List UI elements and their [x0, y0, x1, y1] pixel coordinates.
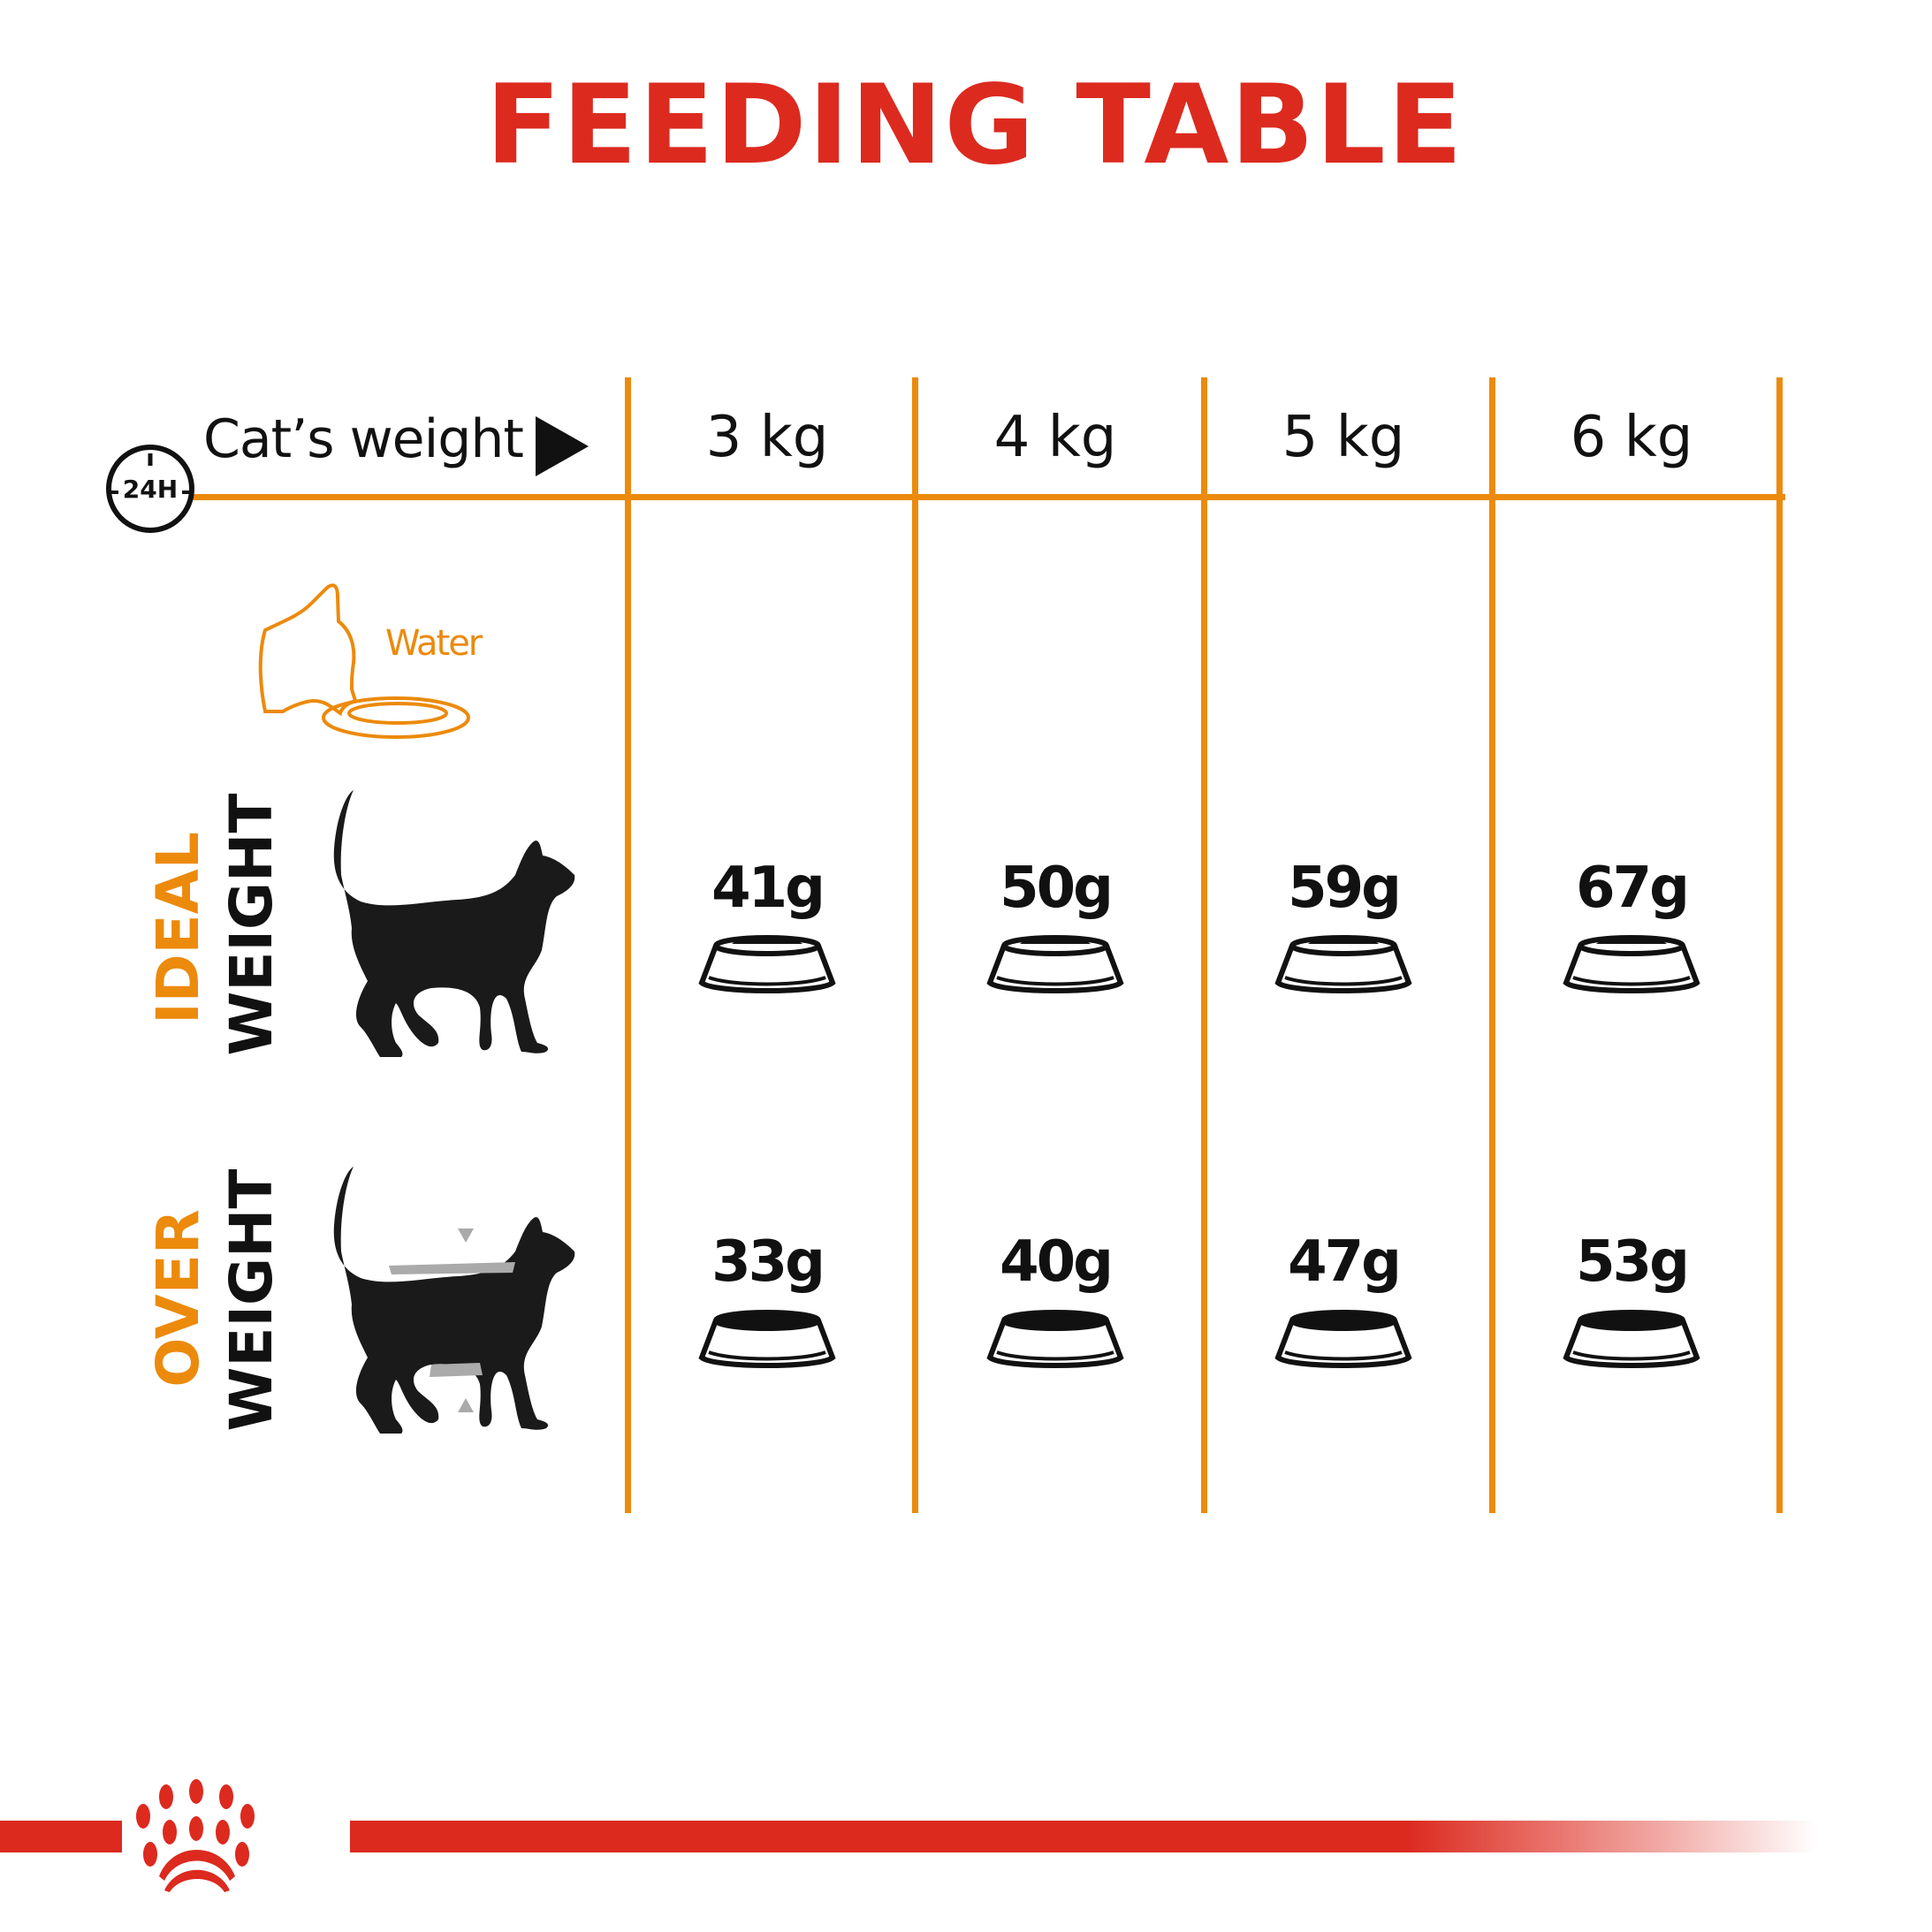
weight-header-4kg: 4 kg [993, 405, 1117, 470]
food-bowl-icon [1273, 1303, 1414, 1373]
ideal-weight-label: WEIGHT [217, 793, 285, 1056]
food-bowl-icon [696, 1303, 838, 1373]
food-bowl-icon [985, 1303, 1126, 1373]
column-divider [1489, 377, 1495, 1513]
amount-ideal-6kg: 67g [1576, 856, 1690, 921]
column-divider [912, 377, 918, 1513]
amount-ideal-3kg: 41g [711, 856, 825, 921]
page-title: FEEDING TABLE [485, 62, 1464, 189]
column-divider [1201, 377, 1207, 1513]
food-bowl-icon [1273, 928, 1414, 999]
overweight-cat-silhouette-icon [325, 1163, 599, 1442]
amount-over-5kg: 47g [1288, 1229, 1402, 1295]
royal-canin-crown-logo [133, 1770, 340, 1898]
ideal-cat-silhouette-icon [325, 787, 599, 1066]
cat-drinking-water-icon: Water [256, 579, 483, 742]
ideal-label: IDEAL [144, 832, 212, 1024]
play-arrow-icon [536, 416, 589, 480]
water-label: Water [385, 623, 483, 664]
brand-bar [350, 1821, 1817, 1852]
over-label: OVER [144, 1209, 212, 1388]
column-divider [625, 377, 631, 1513]
row-header-label: Cat’s weight [203, 408, 524, 470]
amount-over-3kg: 33g [711, 1229, 825, 1295]
food-bowl-icon [1561, 928, 1702, 999]
clock-24h-icon: 24H [104, 443, 196, 535]
overweight-label: WEIGHT [217, 1168, 285, 1432]
amount-ideal-5kg: 59g [1288, 856, 1402, 921]
food-bowl-icon [985, 928, 1126, 999]
column-divider [1776, 377, 1783, 1513]
weight-header-3kg: 3 kg [705, 405, 829, 470]
clock-label: 24H [122, 475, 179, 504]
brand-bar [0, 1821, 122, 1852]
weight-header-5kg: 5 kg [1282, 405, 1405, 470]
amount-over-6kg: 53g [1576, 1229, 1690, 1295]
header-divider [192, 494, 1785, 500]
food-bowl-icon [696, 928, 838, 999]
amount-ideal-4kg: 50g [1000, 856, 1114, 921]
weight-header-6kg: 6 kg [1570, 405, 1693, 470]
food-bowl-icon [1561, 1303, 1702, 1373]
amount-over-4kg: 40g [1000, 1229, 1114, 1295]
